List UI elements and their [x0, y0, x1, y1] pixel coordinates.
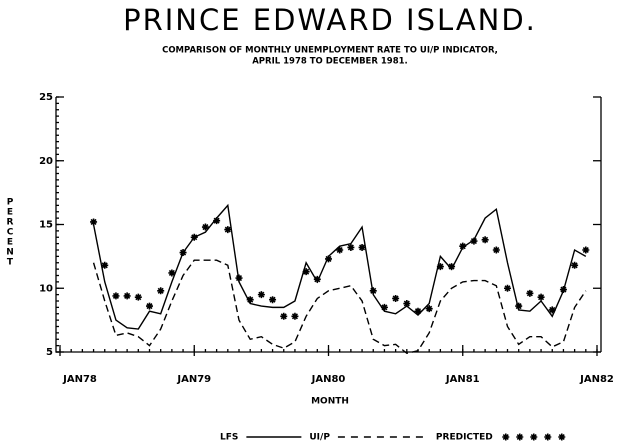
- y-axis-label-letter: N: [6, 248, 14, 258]
- star-marker: [481, 236, 489, 244]
- star-marker: [515, 302, 523, 310]
- star-marker: [358, 243, 366, 251]
- legend-label: PREDICTED: [436, 433, 493, 443]
- legend: LFS UI/P PREDICTED: [220, 433, 566, 443]
- y-axis-label-letter: R: [7, 218, 14, 228]
- star-marker: [269, 296, 277, 304]
- star-marker: [582, 246, 590, 254]
- star-marker: [325, 255, 332, 263]
- y-axis-label-letter: E: [7, 208, 13, 218]
- star-marker: [146, 302, 153, 310]
- x-tick-label: JAN81: [445, 374, 480, 385]
- star-marker: [504, 284, 511, 292]
- y-tick-label: 5: [46, 347, 53, 358]
- x-tick-label: JAN82: [579, 374, 614, 385]
- y-tick-label: 25: [39, 92, 53, 103]
- y-tick-label: 10: [39, 283, 53, 294]
- y-axis-label-letter: C: [7, 228, 14, 238]
- series-line: [92, 203, 587, 330]
- x-tick-label: JAN80: [311, 374, 346, 385]
- star-marker: [537, 293, 545, 301]
- legend-label: LFS: [220, 433, 238, 443]
- star-marker: [380, 303, 388, 311]
- star-marker: [492, 246, 500, 254]
- star-marker: [544, 433, 552, 441]
- y-axis-label-letter: P: [7, 198, 14, 208]
- star-marker: [101, 261, 109, 269]
- star-marker: [280, 312, 288, 320]
- star-marker: [470, 237, 478, 245]
- star-marker: [502, 433, 510, 441]
- star-marker: [246, 296, 254, 304]
- star-marker: [369, 287, 377, 295]
- star-marker: [425, 305, 433, 313]
- y-tick-label: 20: [39, 156, 53, 167]
- star-marker: [403, 300, 411, 308]
- star-marker: [347, 243, 355, 251]
- star-marker: [90, 218, 98, 226]
- star-marker: [516, 433, 524, 441]
- star-marker: [530, 433, 538, 441]
- star-marker: [291, 312, 299, 320]
- x-axis-label: MONTH: [311, 397, 349, 407]
- x-tick-label: JAN78: [62, 374, 97, 385]
- star-marker: [224, 226, 232, 234]
- star-marker: [459, 242, 467, 250]
- star-marker: [414, 307, 422, 315]
- y-axis-label-letter: E: [7, 238, 13, 248]
- star-marker: [112, 292, 120, 300]
- star-marker: [448, 263, 456, 271]
- star-marker: [157, 287, 165, 295]
- y-tick-label: 15: [39, 220, 53, 231]
- star-marker: [436, 263, 444, 271]
- y-axis-label-letter: T: [7, 258, 14, 268]
- star-marker: [235, 274, 243, 282]
- chart-subtitle: COMPARISON OF MONTHLY UNEMPLOYMENT RATE …: [162, 46, 498, 56]
- star-marker: [571, 261, 579, 269]
- star-marker: [134, 293, 142, 301]
- star-marker: [213, 217, 221, 225]
- chart-subtitle: APRIL 1978 TO DECEMBER 1981.: [252, 57, 408, 67]
- star-marker: [257, 291, 265, 299]
- x-tick-label: JAN79: [176, 374, 211, 385]
- axis-frame: [55, 97, 602, 353]
- star-marker: [123, 292, 131, 300]
- star-marker: [168, 269, 176, 277]
- star-marker: [201, 223, 209, 231]
- star-marker: [190, 233, 198, 241]
- star-marker: [558, 433, 566, 441]
- star-marker: [313, 275, 321, 283]
- legend-label: UI/P: [309, 433, 330, 443]
- star-marker: [336, 246, 344, 254]
- chart-title: PRINCE EDWARD ISLAND.: [123, 3, 537, 37]
- star-marker: [548, 306, 556, 314]
- plot-area: 5 10 15 20 25 JAN78 JAN79 JAN80 JAN81 JAN82: [39, 92, 614, 385]
- star-marker: [526, 289, 534, 297]
- star-marker: [392, 294, 400, 302]
- star-marker: [179, 249, 187, 257]
- star-marker: [559, 286, 567, 294]
- star-marker: [302, 268, 310, 276]
- series-line: [92, 259, 587, 355]
